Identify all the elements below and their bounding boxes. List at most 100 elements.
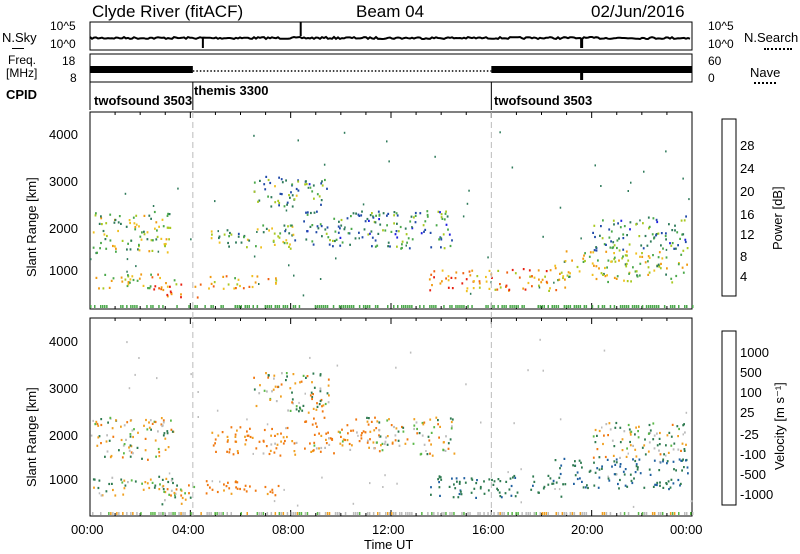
scatter-cell <box>348 232 351 235</box>
scatter-cell <box>162 288 165 292</box>
scatter-cell <box>475 482 478 485</box>
scatter-cell <box>244 484 247 487</box>
ground-cell <box>443 305 445 308</box>
xtick-3: 12:00 <box>372 522 405 537</box>
ground-cell <box>433 305 435 308</box>
scatter-cell <box>106 450 109 453</box>
sparse-cell <box>513 422 515 425</box>
sparse-cell <box>465 383 467 386</box>
scatter-cell <box>341 444 344 447</box>
scatter-cell <box>253 181 256 184</box>
ground-cell <box>517 512 519 515</box>
scatter-cell <box>610 230 613 233</box>
ground-cell <box>304 512 307 515</box>
scatter-cell <box>170 489 173 492</box>
scatter-cell <box>128 219 131 222</box>
scatter-cell <box>674 229 676 232</box>
scatter-cell <box>310 211 312 215</box>
ground-cell <box>539 305 541 308</box>
ground-cell <box>625 305 628 308</box>
ground-cell <box>132 305 134 308</box>
scatter-cell <box>682 458 684 461</box>
sparse-cell <box>126 270 128 273</box>
ground-cell <box>266 512 269 515</box>
scatter-cell <box>320 203 322 206</box>
ground-cell <box>306 512 309 515</box>
scatter-cell <box>665 482 668 485</box>
scatter-cell <box>663 453 665 456</box>
scatter-cell <box>674 224 676 227</box>
scatter-cell <box>604 275 607 278</box>
scatter-cell <box>259 179 261 182</box>
scatter-cell <box>167 446 170 449</box>
scatter-cell <box>315 231 318 234</box>
scatter-cell <box>592 435 595 438</box>
velocity-frame <box>89 317 693 517</box>
scatter-cell <box>349 448 352 451</box>
scatter-cell <box>648 227 650 230</box>
scatter-cell <box>439 476 442 479</box>
ground-cell <box>655 305 658 308</box>
scatter-cell <box>121 280 124 283</box>
scatter-cell <box>312 243 315 246</box>
scatter-cell <box>389 245 391 248</box>
scatter-cell <box>282 442 285 445</box>
scatter-cell <box>634 448 637 451</box>
scatter-cell <box>271 491 274 494</box>
scatter-cell <box>607 434 609 437</box>
scatter-cell <box>270 205 273 208</box>
scatter-cell <box>426 213 429 217</box>
ground-cell <box>387 512 389 515</box>
scatter-cell <box>386 435 389 438</box>
scatter-cell <box>666 434 669 437</box>
scatter-cell <box>655 233 658 236</box>
scatter-cell <box>290 191 292 194</box>
scatter-cell <box>100 418 103 421</box>
scatter-cell <box>659 431 661 435</box>
scatter-cell <box>117 229 119 233</box>
ground-cell <box>601 305 604 308</box>
scatter-cell <box>138 245 140 248</box>
scatter-cell <box>483 480 485 483</box>
sparse-cell <box>291 224 293 227</box>
scatter-cell <box>547 483 550 486</box>
scatter-cell <box>407 237 410 240</box>
scatter-cell <box>581 466 583 469</box>
scatter-cell <box>402 426 405 429</box>
ground-cell <box>300 512 303 515</box>
scatter-cell <box>92 231 95 234</box>
scatter-cell <box>339 442 342 445</box>
scatter-cell <box>293 450 296 453</box>
scatter-cell <box>470 477 473 480</box>
sparse-cell <box>211 480 214 483</box>
scatter-cell <box>602 273 604 276</box>
scatter-cell <box>423 443 426 446</box>
scatter-cell <box>280 383 283 386</box>
scatter-cell <box>305 238 308 241</box>
scatter-cell <box>360 434 363 437</box>
scatter-cell <box>646 244 649 247</box>
scatter-cell <box>440 216 443 219</box>
scatter-cell <box>143 424 145 427</box>
scatter-cell <box>273 243 276 246</box>
scatter-cell <box>288 245 290 248</box>
scatter-cell <box>604 455 607 459</box>
scatter-cell <box>378 218 380 221</box>
ground-cell <box>429 305 431 308</box>
xaxis-title: Time UT <box>364 537 414 552</box>
scatter-cell <box>230 426 233 429</box>
scatter-cell <box>633 477 635 480</box>
scatter-cell <box>378 213 381 216</box>
scatter-cell <box>465 290 468 293</box>
scatter-cell <box>129 221 131 225</box>
scatter-cell <box>111 482 113 485</box>
scatter-cell <box>339 227 341 230</box>
scatter-cell <box>378 428 381 432</box>
scatter-cell <box>656 432 658 435</box>
scatter-cell <box>129 419 132 422</box>
cpid-label: CPID <box>6 87 38 102</box>
scatter-cell <box>618 487 620 490</box>
ground-cell <box>336 512 339 515</box>
ground-cell <box>210 305 212 308</box>
scatter-cell <box>269 181 272 185</box>
